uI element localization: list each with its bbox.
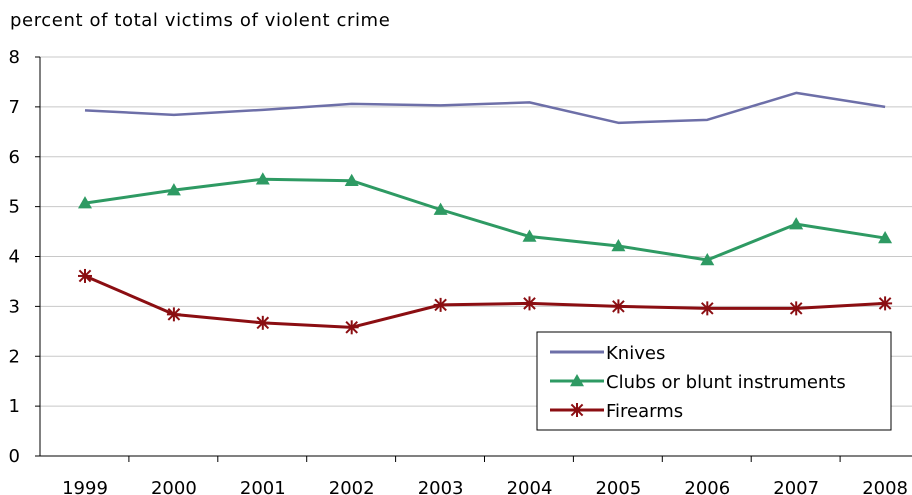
x-tick-label: 2005 bbox=[595, 478, 641, 495]
axes: 0 1 2 3 4 5 6 7 8 1999 2000 2001 2002 2003 2004 2005 200… bbox=[9, 47, 912, 495]
data-point bbox=[255, 315, 270, 330]
data-point bbox=[522, 296, 537, 311]
legend-item: Clubs or blunt instruments bbox=[550, 372, 846, 393]
legend-item: Firearms bbox=[550, 401, 683, 422]
x-tick-label: 2001 bbox=[240, 478, 286, 495]
data-point bbox=[166, 307, 181, 322]
data-point bbox=[433, 297, 448, 312]
data-point bbox=[522, 229, 537, 242]
chart-title: percent of total victims of violent crim… bbox=[10, 10, 391, 31]
data-point bbox=[255, 172, 270, 185]
data-point bbox=[166, 183, 181, 196]
series-lines bbox=[78, 91, 893, 335]
data-point bbox=[78, 268, 92, 283]
data-point bbox=[700, 301, 715, 316]
data-point bbox=[433, 202, 448, 215]
legend: Knives Clubs or blunt instruments Firearms bbox=[536, 331, 892, 431]
legend-label: Clubs or blunt instruments bbox=[606, 372, 846, 393]
data-point bbox=[789, 301, 804, 316]
gridlines bbox=[40, 56, 912, 407]
data-point bbox=[570, 374, 584, 387]
y-tick-label: 3 bbox=[9, 296, 20, 317]
x-tick-label: 2004 bbox=[507, 478, 553, 495]
series-line bbox=[84, 91, 886, 125]
series-line bbox=[84, 177, 886, 262]
x-tick-label: 2007 bbox=[773, 478, 819, 495]
y-tick-label: 7 bbox=[9, 97, 20, 118]
legend-item: Knives bbox=[550, 343, 665, 364]
y-tick-label: 1 bbox=[9, 396, 20, 417]
legend-label: Knives bbox=[606, 343, 665, 364]
series-clubs-or-blunt-instruments bbox=[78, 172, 893, 266]
data-point bbox=[611, 239, 626, 252]
data-point bbox=[611, 299, 626, 314]
y-tick-label: 6 bbox=[9, 147, 20, 168]
y-tick-label: 4 bbox=[9, 247, 20, 268]
y-tick-label: 8 bbox=[9, 47, 20, 68]
data-point bbox=[570, 403, 584, 417]
series-knives bbox=[84, 91, 886, 125]
data-point bbox=[344, 320, 359, 335]
data-point bbox=[700, 252, 715, 266]
data-point bbox=[344, 173, 359, 186]
data-point bbox=[78, 196, 92, 209]
y-tick-label: 5 bbox=[9, 197, 20, 218]
legend-label: Firearms bbox=[606, 401, 683, 422]
x-tick-label: 1999 bbox=[62, 478, 108, 495]
x-tick-label: 2003 bbox=[418, 478, 464, 495]
y-tick-label: 0 bbox=[9, 446, 20, 467]
data-point bbox=[789, 217, 804, 230]
x-tick-label: 2008 bbox=[862, 478, 908, 495]
series-line bbox=[84, 274, 886, 329]
x-tick-label: 2006 bbox=[684, 478, 730, 495]
data-point bbox=[878, 296, 893, 311]
x-tick-label: 2002 bbox=[329, 478, 375, 495]
y-tick-label: 2 bbox=[9, 346, 20, 367]
data-point bbox=[878, 231, 893, 244]
series-firearms bbox=[78, 268, 893, 335]
x-tick-label: 2000 bbox=[151, 478, 197, 495]
